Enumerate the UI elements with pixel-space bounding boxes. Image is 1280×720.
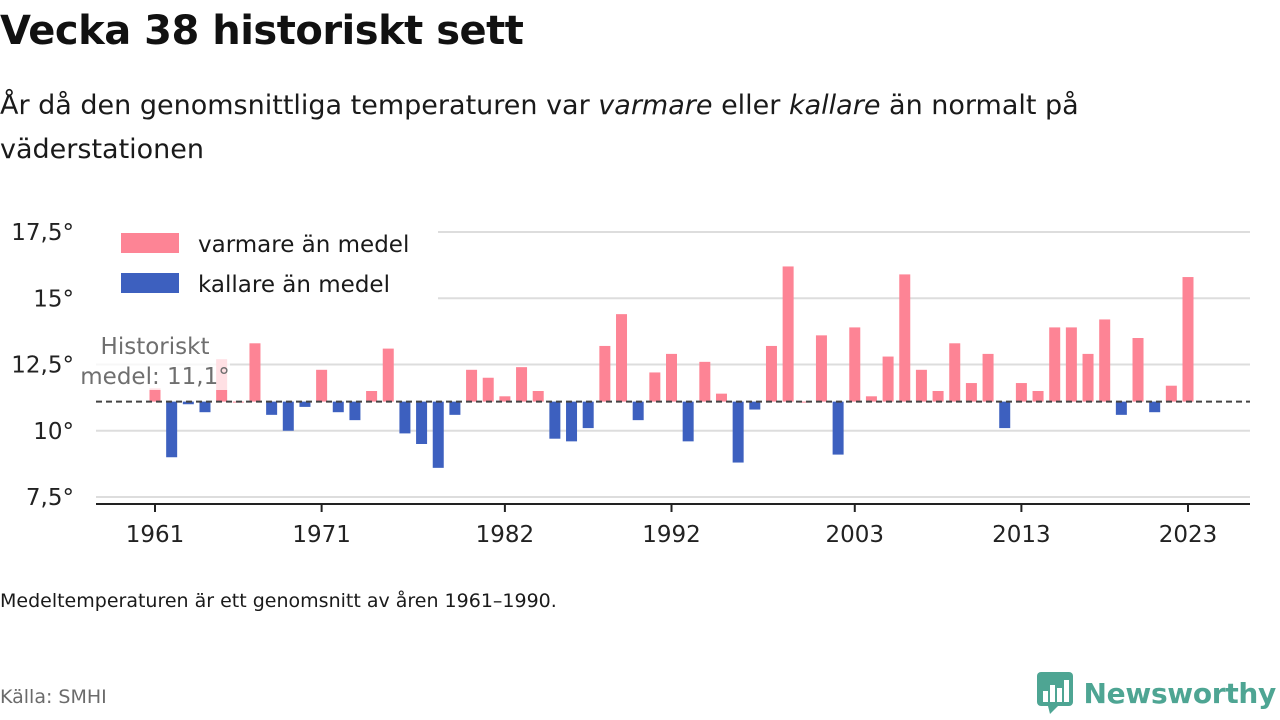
- bar-1971: [316, 369, 328, 402]
- bar-2008: [932, 391, 944, 402]
- legend-swatch-cold: [121, 273, 179, 293]
- bar-1999: [782, 266, 794, 402]
- reference-label-line-2: medel: 11,1°: [80, 364, 229, 390]
- bar-1994: [699, 361, 711, 402]
- bar-1985: [549, 401, 561, 439]
- bar-2007: [915, 369, 927, 402]
- bar-1989: [616, 314, 628, 402]
- bar-1962: [166, 401, 178, 458]
- y-tick-label: 7,5°: [26, 485, 74, 511]
- bar-2010: [965, 383, 977, 402]
- bar-2006: [899, 274, 911, 402]
- bar-1988: [599, 345, 611, 402]
- y-tick-label: 12,5°: [11, 353, 74, 379]
- reference-label-line-1: Historiskt: [101, 334, 210, 360]
- bar-2003: [849, 327, 861, 402]
- bar-1976: [399, 401, 411, 434]
- bar-2013: [1015, 383, 1027, 402]
- x-tick-label: 1961: [126, 522, 185, 548]
- bar-1986: [566, 401, 578, 442]
- bar-1992: [666, 353, 677, 402]
- bar-1993: [682, 401, 694, 442]
- bar-2017: [1082, 353, 1094, 402]
- bar-1996: [732, 401, 744, 463]
- reference-label: Historiskt medel: 11,1°: [80, 332, 230, 390]
- chart-legend: varmare än medel kallare än medel: [92, 222, 438, 300]
- bar-1997: [749, 401, 761, 410]
- bar-1967: [249, 343, 261, 402]
- y-tick-label: 17,5°: [11, 220, 74, 246]
- bar-1961: [149, 388, 161, 402]
- bar-1998: [765, 345, 777, 402]
- bar-1990: [632, 401, 644, 421]
- x-tick-label: 2013: [992, 522, 1051, 548]
- bar-2001: [815, 335, 827, 402]
- bar-1982: [499, 396, 511, 402]
- bar-2022: [1165, 385, 1177, 402]
- bar-2023: [1182, 277, 1194, 402]
- bar-2000: [799, 401, 811, 403]
- x-tick-label: 2023: [1159, 522, 1218, 548]
- footnote: Medeltemperaturen är ett genomsnitt av å…: [0, 590, 557, 612]
- subtitle-part-1: År då den genomsnittliga temperaturen va…: [0, 90, 599, 121]
- bar-1964: [199, 401, 211, 413]
- bar-1991: [649, 372, 661, 402]
- y-tick-label: 10°: [33, 419, 74, 445]
- bar-1974: [366, 391, 378, 402]
- legend-label-cold: kallare än medel: [198, 272, 390, 298]
- brand-name: Newsworthy: [1083, 676, 1277, 710]
- bar-2002: [832, 401, 844, 455]
- subtitle-cold-word: kallare: [788, 90, 881, 121]
- subtitle-part-2: eller: [712, 90, 789, 121]
- newsworthy-brand: Newsworthy: [1036, 670, 1276, 716]
- bar-1995: [715, 393, 727, 402]
- bar-2009: [949, 343, 961, 402]
- bar-1972: [332, 401, 344, 413]
- bar-1969: [282, 401, 294, 431]
- bar-1981: [482, 377, 494, 402]
- bar-1980: [466, 369, 478, 402]
- bar-2016: [1065, 327, 1077, 402]
- chart-subtitle: År då den genomsnittliga temperaturen va…: [0, 84, 1240, 172]
- x-tick-label: 1982: [476, 522, 535, 548]
- source-credit: Källa: SMHI: [0, 686, 107, 708]
- bar-2015: [1049, 327, 1061, 402]
- bar-1970: [299, 401, 311, 407]
- bar-1984: [532, 391, 544, 402]
- bar-1987: [582, 401, 594, 429]
- bar-2011: [982, 353, 994, 402]
- x-tick-label: 1971: [292, 522, 351, 548]
- legend-swatch-warm: [121, 233, 179, 253]
- temperature-bar-chart: 7,5° 10° 12,5° 15° 17,5° Historiskt medel: 1…: [11, 220, 1250, 548]
- bar-2012: [999, 401, 1011, 429]
- x-tick-label: 1992: [642, 522, 701, 548]
- bar-1973: [349, 401, 361, 421]
- bar-1963: [182, 401, 194, 405]
- bar-2020: [1132, 338, 1144, 402]
- bar-1968: [266, 401, 278, 415]
- bar-1978: [432, 401, 444, 468]
- bar-1983: [516, 367, 528, 402]
- bar-1977: [416, 401, 428, 444]
- bar-2005: [882, 356, 894, 402]
- x-axis-ticks: 1961 1971 1982 1992 2003 2013 2023: [126, 504, 1218, 548]
- y-axis-tick-labels: 7,5° 10° 12,5° 15° 17,5°: [11, 220, 74, 511]
- subtitle-warm-word: varmare: [598, 90, 713, 121]
- bar-1979: [449, 401, 461, 415]
- newsworthy-logo-icon: [1036, 672, 1073, 714]
- bar-2018: [1099, 319, 1111, 402]
- x-tick-label: 2003: [826, 522, 885, 548]
- chart-title: Vecka 38 historiskt sett: [0, 8, 524, 54]
- subtitle-part-3: än normalt på väderstationen: [0, 90, 1079, 165]
- bar-2021: [1149, 401, 1161, 413]
- bar-2004: [865, 396, 877, 402]
- legend-label-warm: varmare än medel: [198, 232, 409, 258]
- bar-1975: [382, 348, 394, 402]
- bar-2019: [1115, 401, 1127, 415]
- y-tick-label: 15°: [33, 286, 74, 312]
- bar-2014: [1032, 391, 1044, 402]
